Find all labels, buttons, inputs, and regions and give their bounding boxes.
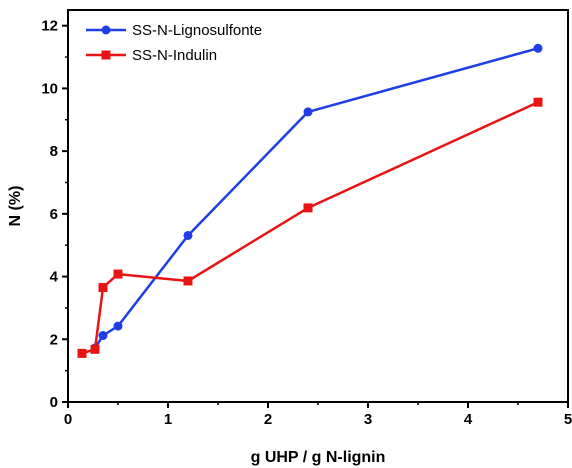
series-layer (77, 43, 543, 358)
legend-marker (101, 50, 111, 60)
x-axis-title: g UHP / g N-lignin (251, 449, 386, 466)
data-point (98, 331, 108, 341)
y-axis-title: N (%) (7, 186, 24, 227)
y-tick-label: 10 (41, 80, 58, 97)
data-point (533, 97, 543, 107)
x-tick-label: 4 (464, 411, 473, 428)
data-point (90, 344, 100, 354)
x-axis-ticks: 0 1 2 3 4 5 (64, 402, 572, 428)
legend-label: SS-N-Indulin (132, 47, 217, 64)
data-point (183, 230, 193, 240)
data-point (113, 321, 123, 331)
data-point (303, 203, 313, 213)
x-tick-label: 0 (64, 411, 72, 428)
x-tick-label: 2 (264, 411, 272, 428)
y-tick-label: 2 (50, 331, 58, 348)
legend: SS-N-Lignosulfonte SS-N-Indulin (86, 22, 262, 64)
series-line (81, 101, 539, 355)
legend-label: SS-N-Lignosulfonte (132, 22, 262, 39)
legend-marker (101, 25, 111, 35)
y-tick-label: 0 (50, 394, 58, 411)
y-tick-label: 6 (50, 206, 58, 223)
data-point (303, 107, 313, 117)
y-axis-ticks: 0 2 4 6 8 10 12 (41, 18, 68, 411)
data-point (183, 276, 193, 286)
x-tick-label: 1 (164, 411, 172, 428)
x-tick-label: 5 (564, 411, 572, 428)
series-2 (77, 97, 543, 358)
y-tick-label: 8 (50, 143, 58, 160)
plot-frame (67, 9, 569, 403)
data-point (533, 43, 543, 53)
y-tick-label: 12 (41, 18, 58, 35)
y-tick-label: 4 (50, 269, 59, 286)
x-tick-label: 3 (364, 411, 372, 428)
series-line (93, 47, 539, 349)
series-1 (90, 43, 543, 353)
data-point (98, 283, 108, 293)
data-point (113, 269, 123, 279)
data-point (77, 348, 87, 358)
